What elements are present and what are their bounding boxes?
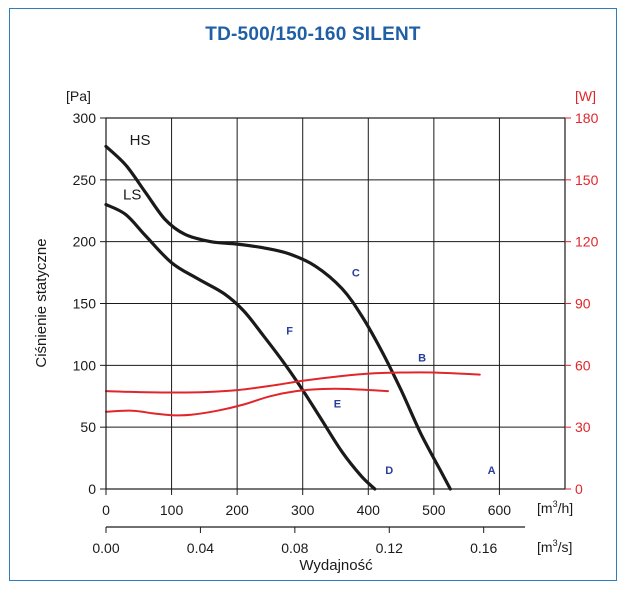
x-tick-label: 100 [160, 502, 184, 518]
x2-tick-label: 0.16 [470, 540, 497, 556]
grid [106, 118, 565, 489]
x2-tick-label: 0.08 [281, 540, 308, 556]
annotation-hs: HS [130, 132, 151, 149]
y2-unit-label: [W] [575, 88, 596, 104]
y-tick-label: 0 [88, 481, 96, 497]
x-tick-label: 600 [488, 502, 512, 518]
y2-tick-label: 120 [575, 234, 599, 250]
x-axis-title: Wydajność [299, 557, 373, 574]
y-tick-label: 100 [73, 357, 97, 373]
x-tick-label: 300 [291, 502, 315, 518]
y-tick-label: 150 [73, 296, 97, 312]
axes: 0 100 200 300 400 500 600 0 50 100 150 200 250 300 0 30… [73, 110, 599, 556]
power-curve-2 [105, 371, 481, 394]
x-tick-label: 0 [102, 502, 110, 518]
annotation-c: C [352, 267, 360, 279]
y-tick-label: 250 [73, 172, 97, 188]
x-tick-label: 400 [357, 502, 381, 518]
labels: [Pa] [W] Ciśnienie statyczne Wydajność [… [33, 88, 596, 574]
y-tick-label: 50 [80, 419, 96, 435]
x2-tick-label: 0.00 [92, 540, 119, 556]
y2-tick-label: 0 [575, 481, 583, 497]
y-tick-label: 200 [73, 234, 97, 250]
annotation-f: F [286, 325, 293, 337]
y2-tick-label: 30 [575, 419, 591, 435]
x2-tick-label: 0.12 [376, 540, 403, 556]
y2-tick-label: 150 [575, 172, 599, 188]
pressure-curve-hs [104, 144, 452, 491]
y2-tick-label: 90 [575, 296, 591, 312]
x2-tick-label: 0.04 [187, 540, 214, 556]
x-tick-label: 200 [225, 502, 249, 518]
x-unit-label: [m3/h] [537, 499, 573, 516]
chart-frame [9, 8, 617, 581]
annotation-d: D [385, 465, 393, 477]
y2-tick-label: 180 [575, 110, 599, 126]
y-tick-label: 300 [73, 110, 97, 126]
annotation-b: B [418, 353, 426, 365]
annotation-a: A [488, 465, 496, 477]
chart-title: TD-500/150-160 SILENT [205, 24, 421, 45]
pressure-curve-ls [104, 203, 377, 491]
y-unit-label: [Pa] [66, 88, 91, 104]
y-axis-title: Ciśnienie statyczne [33, 238, 50, 367]
power-curve-3 [105, 387, 389, 417]
curves: A B C D E F HS LS [104, 132, 496, 491]
y2-tick-label: 60 [575, 357, 591, 373]
annotation-ls: LS [123, 187, 141, 204]
x-tick-label: 500 [422, 502, 446, 518]
x2-unit-label: [m3/s] [537, 538, 572, 555]
annotation-e: E [334, 398, 341, 410]
